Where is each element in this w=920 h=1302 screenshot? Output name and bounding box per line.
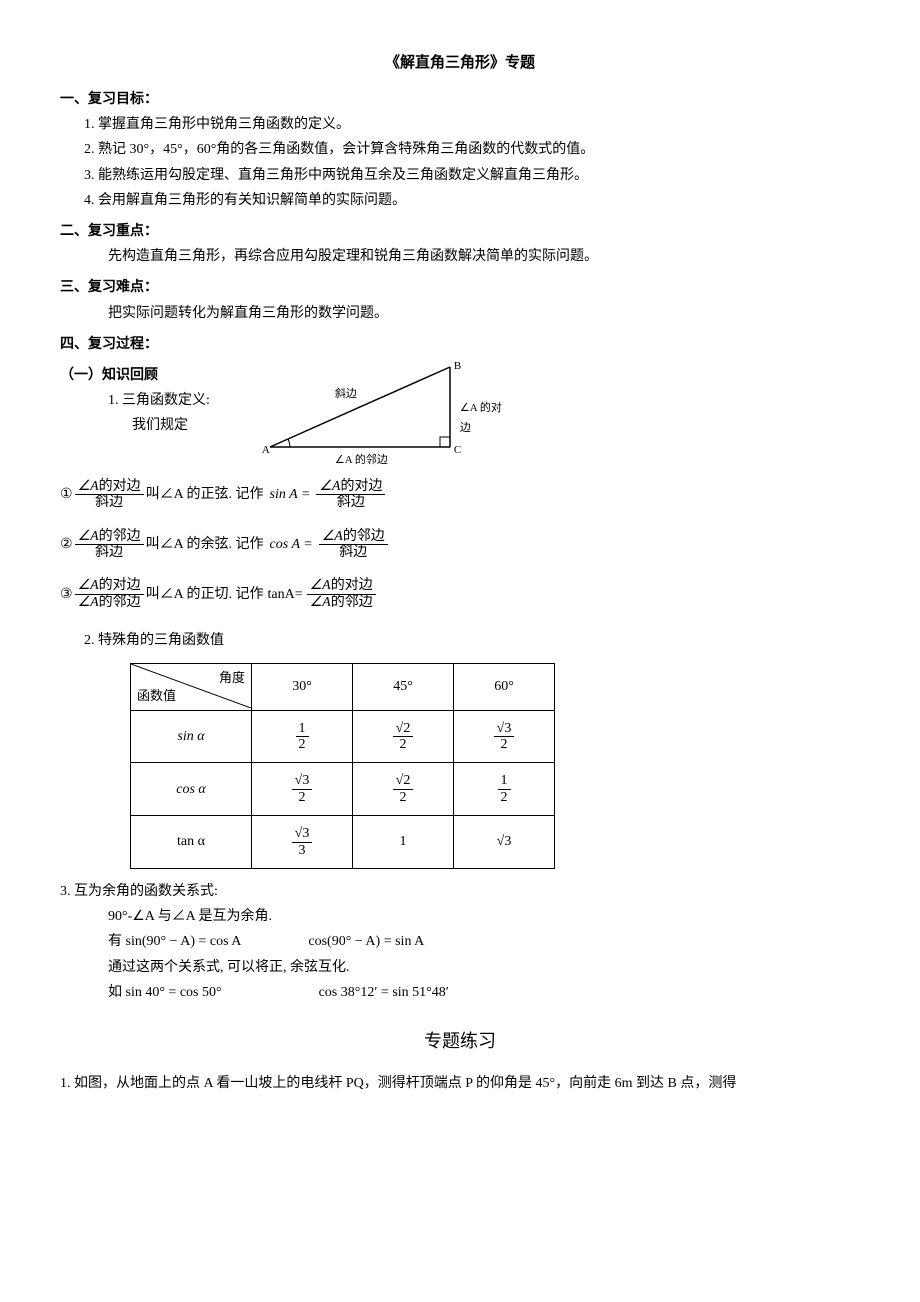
def1-num-txt: 的对边 xyxy=(99,479,141,494)
trig-def-head: 1. 三角函数定义: xyxy=(108,388,210,413)
special-angles-head: 2. 特殊角的三角函数值 xyxy=(84,628,860,653)
sec1-item-1: 1. 掌握直角三角形中锐角三角函数的定义。 xyxy=(84,112,860,137)
cos-60: 12 xyxy=(454,763,555,816)
comp-eq2: cos(90° − A) = sin A xyxy=(308,934,424,949)
def-tan: ③ ∠A的对边 ∠A的邻边 叫∠A 的正切. 记作 tanA= ∠A的对边 ∠A… xyxy=(60,578,860,610)
comp-line2: 有 sin(90° − A) = cos A cos(90° − A) = si… xyxy=(108,929,860,954)
sec3-text: 把实际问题转化为解直角三角形的数学问题。 xyxy=(108,301,860,326)
sin-60: √32 xyxy=(454,710,555,763)
practice-title: 专题练习 xyxy=(60,1025,860,1057)
cos-45: √22 xyxy=(353,763,454,816)
trig-def-intro: 我们规定 xyxy=(132,413,210,438)
def2-marker: ② xyxy=(60,532,73,557)
comp-line3: 通过这两个关系式, 可以将正, 余弦互化. xyxy=(108,955,860,980)
tri-label-c: C xyxy=(454,441,461,461)
def-sin: ① ∠A的对边 斜边 叫∠A 的正弦. 记作 sin A = ∠A的对边 斜边 xyxy=(60,479,860,511)
trig-table: 角度 函数值 30° 45° 60° sin α 12 √22 √32 cos … xyxy=(130,663,555,869)
table-corner: 角度 函数值 xyxy=(131,664,252,710)
tri-label-hyp: 斜边 xyxy=(335,385,357,405)
tan-30: √33 xyxy=(252,816,353,869)
comp-line4: 如 sin 40° = cos 50° cos 38°12′ = sin 51°… xyxy=(108,980,860,1005)
sec2-text: 先构造直角三角形，再综合应用勾股定理和锐角三角函数解决简单的实际问题。 xyxy=(108,244,860,269)
sec3-head: 三、复习难点： xyxy=(60,275,860,300)
corner-top: 角度 xyxy=(219,666,245,689)
def1-eq: sin A = xyxy=(270,482,311,507)
tan-45: 1 xyxy=(353,816,454,869)
sin-45: √22 xyxy=(353,710,454,763)
def1-mid: 叫∠A 的正弦. 记作 xyxy=(146,482,264,507)
sec1-head: 一、复习目标： xyxy=(60,87,860,112)
def-cos: ② ∠A的邻边 斜边 叫∠A 的余弦. 记作 cos A = ∠A的邻边 斜边 xyxy=(60,529,860,561)
tri-label-a: A xyxy=(262,441,270,461)
col-45: 45° xyxy=(353,664,454,710)
tri-label-adj: ∠A 的邻边 xyxy=(335,451,388,471)
tan-60: √3 xyxy=(454,816,555,869)
tri-label-b: B xyxy=(454,357,461,377)
def1-den-txt: 斜边 xyxy=(75,495,144,510)
row-cos-label: cos α xyxy=(131,763,252,816)
comp-ex1: 如 sin 40° = cos 50° xyxy=(108,985,222,1000)
def1-den2: 斜边 xyxy=(316,495,385,510)
col-60: 60° xyxy=(454,664,555,710)
comp-ex2: cos 38°12′ = sin 51°48′ xyxy=(319,985,449,1000)
row-sin-label: sin α xyxy=(131,710,252,763)
def2-mid: 叫∠A 的余弦. 记作 xyxy=(146,532,264,557)
def3-marker: ③ xyxy=(60,582,73,607)
sec4-head: 四、复习过程： xyxy=(60,332,860,357)
sec1-item-4: 4. 会用解直角三角形的有关知识解简单的实际问题。 xyxy=(84,188,860,213)
cos-30: √32 xyxy=(252,763,353,816)
sin-30: 12 xyxy=(252,710,353,763)
comp-line1: 90°-∠A 与∠A 是互为余角. xyxy=(108,904,860,929)
sec1-item-3: 3. 能熟练运用勾股定理、直角三角形中两锐角互余及三角函数定义解直角三角形。 xyxy=(84,163,860,188)
def3-mid: 叫∠A 的正切. 记作 xyxy=(146,582,264,607)
def3-eq: tanA= xyxy=(268,582,303,607)
sec4-sub1-head: （一）知识回顾 xyxy=(60,363,210,388)
triangle-diagram: A B C 斜边 ∠A 的对边 ∠A 的邻边 xyxy=(250,357,510,467)
complementary-head: 3. 互为余角的函数关系式: xyxy=(60,879,860,904)
sec2-head: 二、复习重点： xyxy=(60,219,860,244)
tri-label-opp: ∠A 的对边 xyxy=(460,399,510,439)
corner-bot: 函数值 xyxy=(137,684,176,707)
def2-eq: cos A = xyxy=(270,532,313,557)
row-tan-label: tan α xyxy=(131,816,252,869)
col-30: 30° xyxy=(252,664,353,710)
comp-eq1: 有 sin(90° − A) = cos A xyxy=(108,934,241,949)
sec1-item-2: 2. 熟记 30°，45°，60°角的各三角函数值，会计算含特殊角三角函数的代数… xyxy=(84,137,860,162)
question-1: 1. 如图，从地面上的点 A 看一山坡上的电线杆 PQ，测得杆顶端点 P 的仰角… xyxy=(60,1071,860,1096)
def1-marker: ① xyxy=(60,482,73,507)
page-title: 《解直角三角形》专题 xyxy=(60,50,860,77)
def2-den2: 斜边 xyxy=(319,545,388,560)
def2-den-txt: 斜边 xyxy=(75,545,144,560)
